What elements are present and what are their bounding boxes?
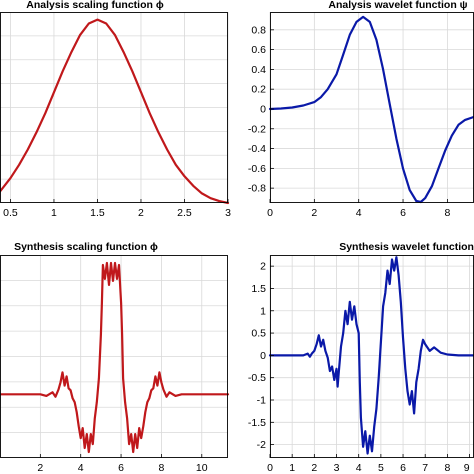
- y-tick-label: 0.2: [251, 84, 266, 96]
- x-tick-label: 10: [196, 462, 208, 474]
- y-tick-label: 0: [260, 103, 266, 115]
- plot-frame: [0, 12, 228, 203]
- y-tick-label: 0.5: [251, 328, 266, 340]
- y-tick-label: -0.2: [248, 123, 266, 135]
- x-tick-label: 0: [267, 207, 273, 219]
- y-tick-label: 0.6: [251, 44, 266, 56]
- x-tick-label: 6: [400, 207, 406, 219]
- x-tick-label: 4: [78, 462, 84, 474]
- x-tick-label: 4: [356, 207, 362, 219]
- series-line: [268, 256, 474, 455]
- y-tick-label: 0.8: [251, 24, 266, 36]
- chart-title: Synthesis wavelet function ψ: [339, 241, 474, 253]
- x-tick-label: 4: [356, 462, 362, 474]
- y-tick-label: 1: [260, 305, 266, 317]
- y-tick-label: -1.5: [248, 417, 266, 429]
- y-tick-label: -0.8: [248, 183, 266, 195]
- y-tick-label: -0.6: [248, 163, 266, 175]
- y-tick-label: 0.4: [251, 64, 266, 76]
- x-tick-label: 2: [311, 207, 317, 219]
- x-tick-label: 9: [464, 462, 470, 474]
- series-line: [0, 261, 230, 454]
- plot-frame: [0, 255, 228, 458]
- x-tick-label: 8: [444, 462, 450, 474]
- y-tick-label: -0.4: [248, 143, 266, 155]
- x-tick-label: 3: [225, 207, 231, 219]
- x-tick-label: 2: [37, 462, 43, 474]
- chart-synthesis-wavelet: Synthesis wavelet function ψ 0 1 2 3 4 5 6 7 8 9 2…: [248, 241, 474, 474]
- chart-analysis-wavelet: Analysis wavelet function ψ 0 2 4 6 8 0.8 0.6 0…: [248, 0, 474, 219]
- x-tick-label: 0: [267, 462, 273, 474]
- x-tick-label: 6: [118, 462, 124, 474]
- y-tick-label: 0: [260, 350, 266, 362]
- y-tick-label: 2: [260, 261, 266, 273]
- y-tick-label: -1: [257, 395, 266, 407]
- x-tick-label: 2: [138, 207, 144, 219]
- x-tick-label: 8: [158, 462, 164, 474]
- chart-synthesis-scaling: Synthesis scaling function ϕ 2 4 6 8 10: [0, 241, 230, 474]
- y-tick-label: -2: [257, 439, 266, 451]
- series-line: [0, 18, 230, 205]
- y-tick-label: -0.5: [248, 372, 266, 384]
- chart-title: Synthesis scaling function ϕ: [14, 241, 158, 253]
- y-tick-label: 1.5: [251, 283, 266, 295]
- x-tick-label: 6: [400, 462, 406, 474]
- x-tick-label: 3: [334, 462, 340, 474]
- plot-frame: [270, 12, 474, 203]
- chart-analysis-scaling: Analysis scaling function ϕ 0.5 1 1.5 2 2.5 3: [0, 0, 231, 219]
- chart-title: Analysis scaling function ϕ: [26, 0, 164, 11]
- x-tick-label: 1: [289, 462, 295, 474]
- x-tick-label: 5: [378, 462, 384, 474]
- chart-title: Analysis wavelet function ψ: [328, 0, 467, 11]
- x-tick-label: 2.5: [177, 207, 192, 219]
- x-tick-label: 7: [422, 462, 428, 474]
- x-tick-label: 0.5: [3, 207, 18, 219]
- x-tick-label: 2: [311, 462, 317, 474]
- x-tick-label: 8: [444, 207, 450, 219]
- series-line: [268, 15, 474, 204]
- x-tick-label: 1.5: [90, 207, 105, 219]
- x-tick-label: 1: [51, 207, 57, 219]
